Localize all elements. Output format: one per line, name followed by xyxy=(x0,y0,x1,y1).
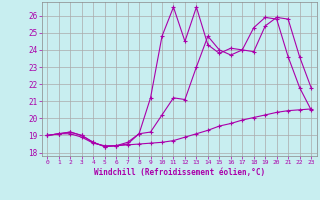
X-axis label: Windchill (Refroidissement éolien,°C): Windchill (Refroidissement éolien,°C) xyxy=(94,168,265,177)
